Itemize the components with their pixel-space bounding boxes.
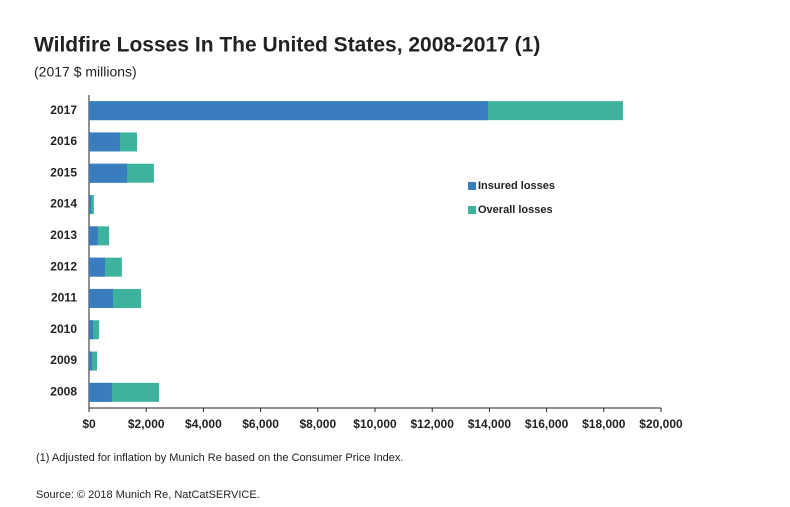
bar (89, 351, 98, 371)
bar (89, 320, 94, 340)
legend-label: Overall losses (478, 204, 553, 216)
x-tick-label: $4,000 (185, 417, 222, 431)
legend-label: Insured losses (478, 180, 555, 192)
legend-swatch (468, 206, 476, 214)
x-tick-label: $14,000 (468, 417, 512, 431)
bar (89, 257, 106, 277)
bar (89, 163, 128, 183)
y-tick-label: 2010 (50, 322, 77, 336)
legend-swatch (468, 182, 476, 190)
y-tick-label: 2008 (50, 385, 77, 399)
bar (89, 101, 488, 121)
bar (89, 382, 112, 402)
y-tick-label: 2015 (50, 165, 77, 179)
bar (89, 226, 98, 246)
chart-title: Wildfire Losses In The United States, 20… (34, 34, 540, 57)
source: Source: © 2018 Munich Re, NatCatSERVICE. (36, 489, 260, 501)
bar (89, 195, 94, 215)
x-tick-label: $6,000 (242, 417, 279, 431)
y-tick-label: 2013 (50, 228, 77, 242)
x-tick-label: $10,000 (353, 417, 397, 431)
x-tick-label: $2,000 (128, 417, 165, 431)
bar (89, 320, 100, 340)
y-tick-label: 2012 (50, 259, 77, 273)
bar (89, 195, 92, 215)
x-tick-label: $18,000 (582, 417, 626, 431)
x-tick-label: $8,000 (299, 417, 336, 431)
footnote: (1) Adjusted for inflation by Munich Re … (36, 452, 403, 464)
y-tick-label: 2016 (50, 134, 77, 148)
y-tick-label: 2009 (50, 353, 77, 367)
x-tick-label: $16,000 (525, 417, 569, 431)
x-tick-label: $20,000 (639, 417, 683, 431)
bar (89, 132, 120, 152)
y-tick-label: 2017 (50, 103, 77, 117)
bar (89, 351, 92, 371)
chart-subtitle: (2017 $ millions) (34, 64, 137, 80)
x-tick-label: $12,000 (411, 417, 455, 431)
y-tick-label: 2014 (50, 197, 77, 211)
y-tick-label: 2011 (51, 291, 77, 305)
x-tick-label: $0 (82, 417, 96, 431)
bar (89, 288, 114, 308)
